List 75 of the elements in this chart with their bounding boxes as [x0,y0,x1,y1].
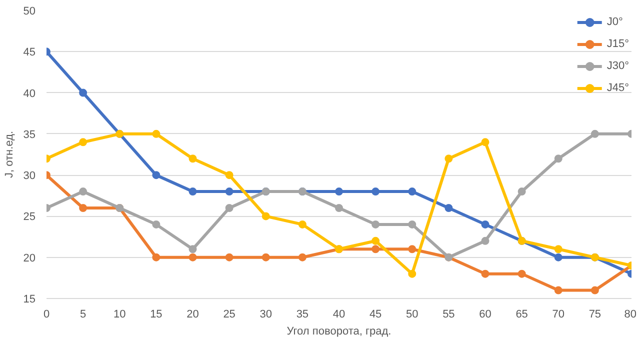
x-tick-label: 40 [332,308,346,320]
x-tick-label: 50 [406,308,418,320]
point [408,245,416,254]
point [554,286,562,294]
point [554,154,562,163]
point [481,138,490,146]
point [554,253,562,262]
point [554,245,562,254]
point [225,171,234,180]
point [298,220,306,228]
point [262,212,270,220]
y-tick-label: 25 [23,211,36,224]
point [152,253,160,262]
point [518,270,526,278]
x-tick-label: 70 [552,308,565,320]
x-tick-label: 20 [186,308,199,320]
point [372,188,380,196]
point [335,204,343,212]
x-tick-label: 60 [479,308,492,320]
legend-label: J15° [606,38,629,50]
y-tick-label: 15 [23,294,36,306]
x-tick-label: 10 [114,308,126,320]
point [79,88,88,97]
point [225,253,234,262]
point [79,188,88,196]
legend-label: J0° [606,16,624,28]
point [444,154,453,163]
point [225,188,234,196]
point [188,188,197,196]
point [225,204,234,212]
point [152,220,160,228]
point [152,171,160,180]
point [298,253,306,262]
point [372,220,380,228]
point [518,188,526,196]
x-tick-label: 65 [516,308,528,320]
point [262,253,270,262]
point [408,220,416,228]
legend-label: J45° [606,82,629,94]
y-tick-label: 20 [23,252,36,264]
point [590,286,599,294]
point [481,236,490,245]
x-tick-label: 25 [223,308,236,320]
y-tick-label: 30 [23,170,36,182]
x-tick-label: 5 [80,308,86,320]
y-tick-label: 50 [23,6,36,18]
point [372,245,380,254]
point [335,188,343,196]
x-tick-label: 55 [442,308,455,320]
y-axis-title: J, отн.ед. [3,130,16,178]
y-tick-label: 35 [23,128,36,141]
point [408,270,416,278]
point [188,154,197,163]
point [408,188,416,196]
x-tick-label: 45 [369,308,382,320]
x-tick-label: 75 [588,308,602,320]
point [188,253,197,262]
y-tick-label: 40 [23,88,36,100]
point [188,245,197,254]
x-tick-label: 0 [43,308,50,320]
x-tick-label: 80 [624,308,637,320]
point [590,130,599,138]
point [372,236,380,245]
legend-label: J30° [606,60,629,72]
x-axis-title: Угол поворота, град. [286,326,392,338]
point [79,204,88,212]
y-tick-label: 45 [23,46,36,59]
point [481,220,490,228]
point [152,130,160,138]
x-tick-label: 15 [150,308,162,320]
point [481,270,490,278]
point [444,204,453,212]
point [79,138,88,146]
x-tick-label: 30 [260,308,272,320]
x-tick-label: 35 [296,308,309,320]
